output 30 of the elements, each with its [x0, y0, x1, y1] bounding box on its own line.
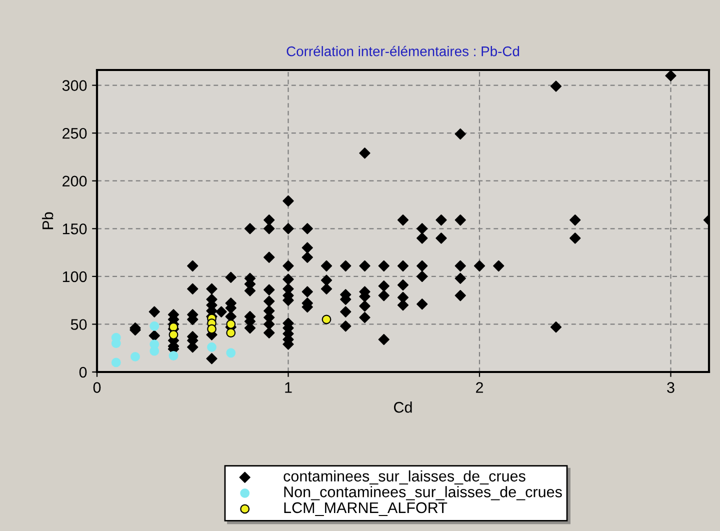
y-tick-label: 50: [70, 319, 87, 330]
point: [168, 322, 178, 332]
point: [168, 351, 178, 360]
point: [150, 321, 160, 331]
y-tick-label: 0: [79, 366, 87, 378]
y-tick-label: 200: [62, 176, 87, 187]
point: [226, 328, 236, 338]
legend-label: contaminees_sur_laisses_de_crues: [284, 470, 526, 484]
point: [150, 346, 160, 356]
point: [168, 330, 178, 340]
x-tick-label: 3: [667, 382, 674, 393]
x-tick-label: 2: [476, 382, 483, 393]
y-axis-title: Pb: [42, 212, 54, 230]
chart-title: Corrélation inter-élémentaires : Pb-Cd: [286, 46, 520, 56]
x-tick-label: 1: [285, 382, 292, 393]
y-tick-label: 300: [62, 80, 87, 91]
point: [226, 348, 236, 358]
x-tick-label: 0: [93, 382, 101, 393]
y-tick-label: 150: [62, 224, 87, 234]
y-tick-label: 250: [62, 128, 87, 139]
point: [130, 352, 140, 362]
y-tick-label: 100: [62, 271, 87, 282]
point: [226, 319, 236, 329]
point: [111, 358, 121, 368]
legend-label: Non_contaminees_sur_laisses_de_crues: [284, 486, 562, 500]
point: [207, 342, 216, 352]
point: [207, 324, 216, 334]
x-axis-title: Cd: [394, 402, 412, 413]
point: [322, 314, 332, 324]
legend-label: LCM_MARNE_ALFORT: [284, 502, 448, 516]
